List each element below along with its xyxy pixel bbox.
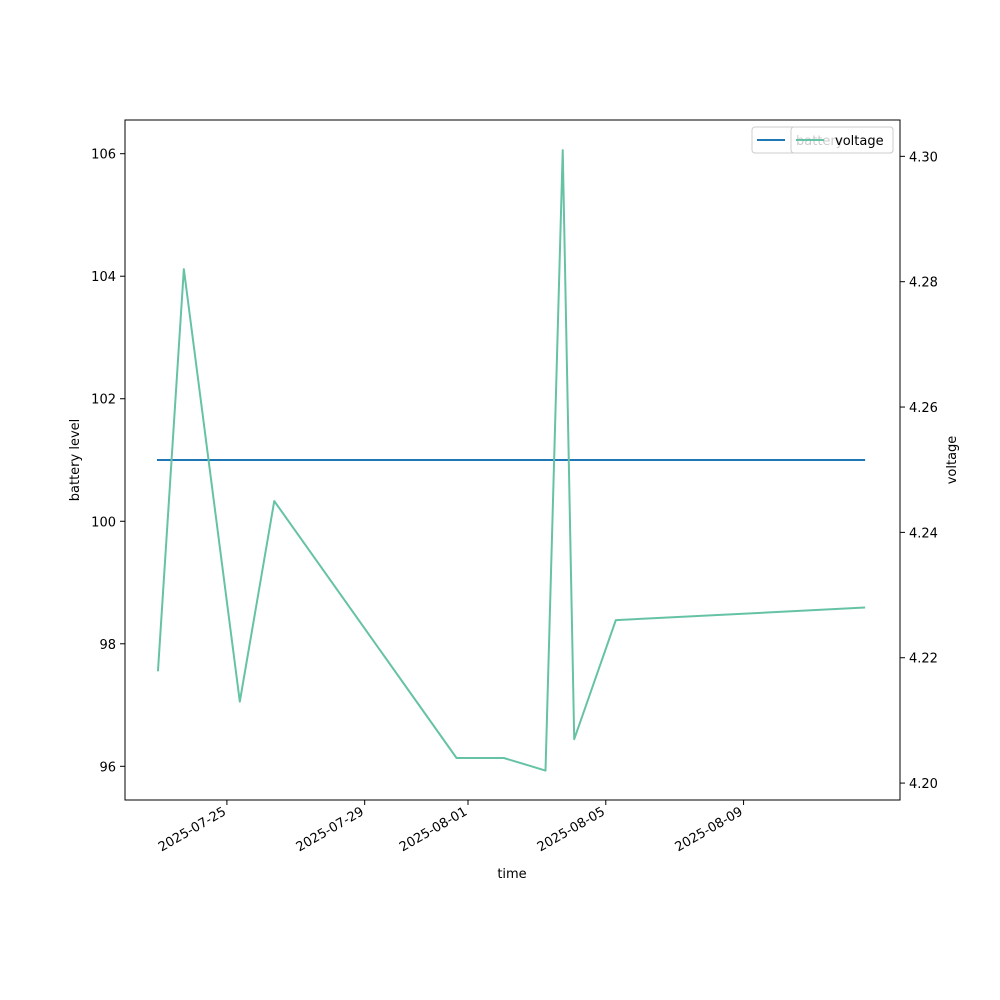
legend-label-voltage: voltage [835,134,884,149]
y-left-tick-label: 102 [91,393,116,408]
legend: batteryvoltage [751,126,894,154]
y-left-tick-label: 96 [99,760,116,775]
y-right-tick-label: 4.22 [909,652,938,667]
y-right-tick-label: 4.28 [909,276,938,291]
y-left-tick-label: 98 [99,638,116,653]
y-left-tick-label: 104 [91,270,116,285]
x-axis-title: time [497,867,526,882]
y-left-tick-label: 100 [91,515,116,530]
y-right-tick-label: 4.24 [909,526,938,541]
legend-box-voltage [790,126,894,154]
plot-frame [124,119,901,801]
axes: 96 98 100 102 104 106 4.20 4.22 4.24 4.26 4.28 4.30… [91,119,938,855]
plot-area [156,149,866,772]
y-right-tick-label: 4.30 [909,150,938,165]
series-line-voltage [156,149,866,772]
y-axis-right-title: voltage [945,436,960,485]
y-axis-left-title: battery level [68,419,83,502]
y-left-tick-label: 106 [91,148,116,163]
y-right-tick-label: 4.26 [909,401,938,416]
y-right-tick-label: 4.20 [909,777,938,792]
